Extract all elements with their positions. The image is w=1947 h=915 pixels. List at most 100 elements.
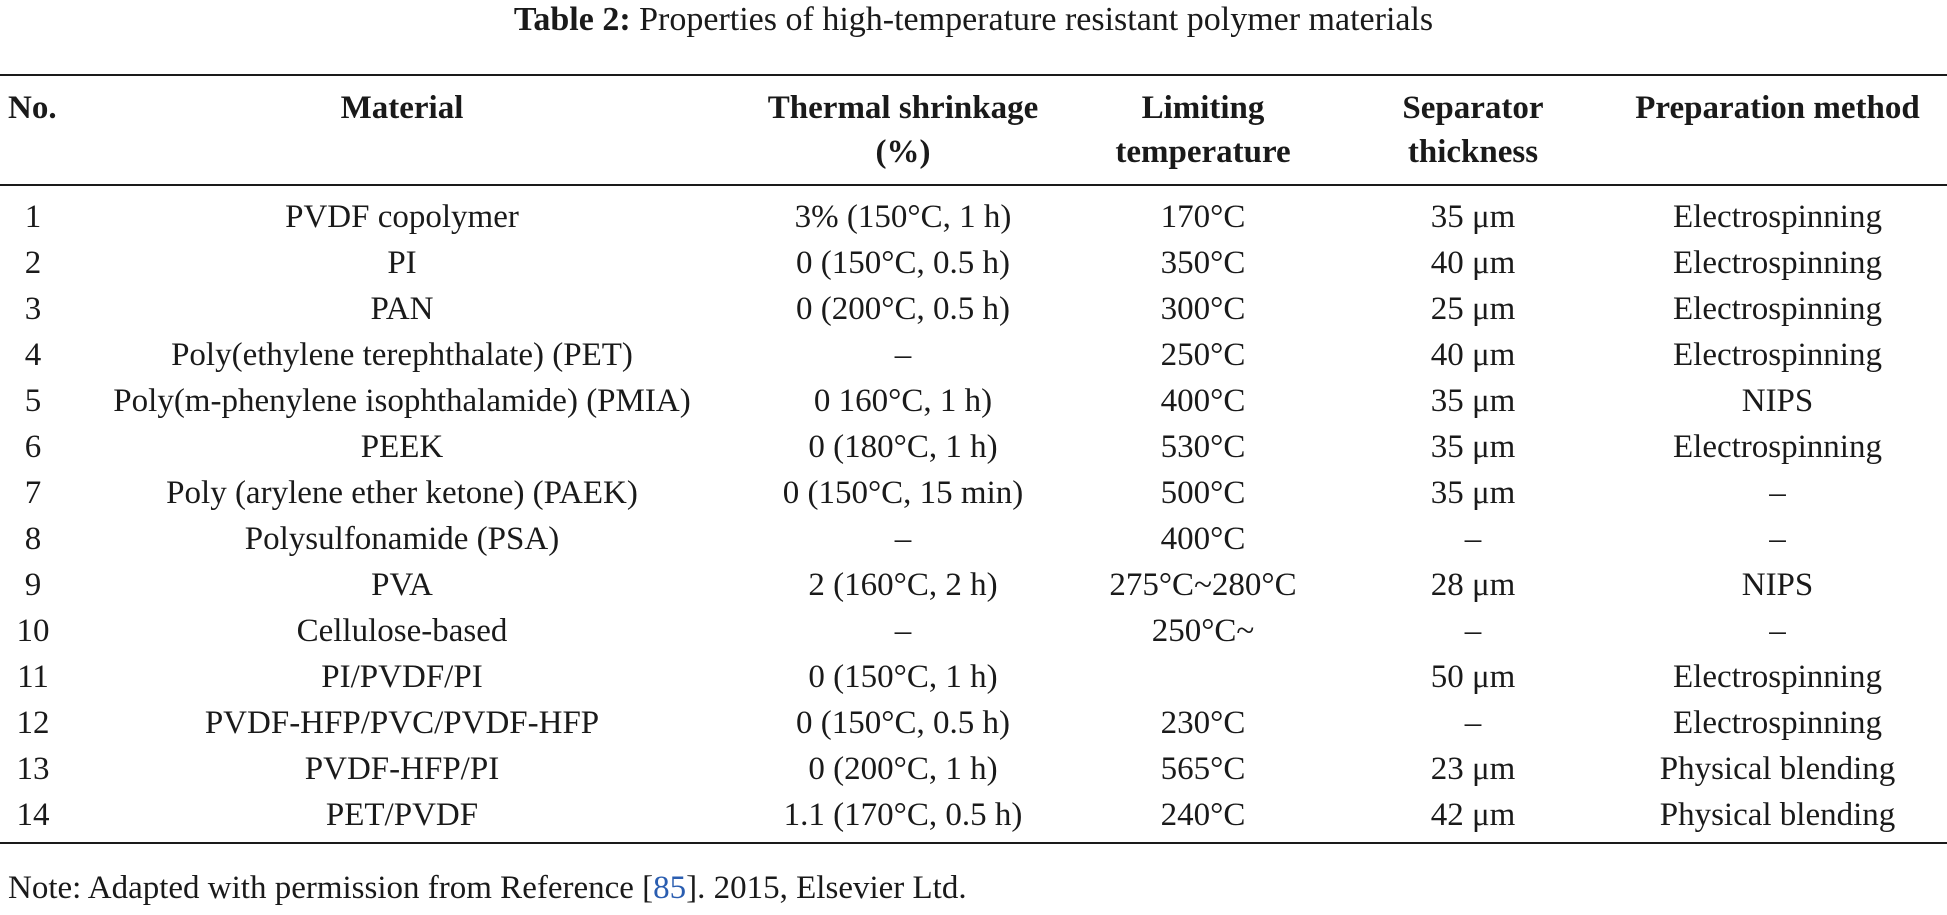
header-thermal-shrinkage: Thermal shrinkage (%) <box>738 75 1068 185</box>
cell-material: Polysulfonamide (PSA) <box>244 521 560 557</box>
note-suffix: ]. 2015, Elsevier Ltd. <box>686 870 967 906</box>
table-row: 14 PET/PVDF 1.1 (170°C, 0.5 h) 240°C 42 … <box>0 792 1947 843</box>
header-shrinkage-line1: Thermal shrinkage <box>767 90 1039 126</box>
properties-table: No. Material Thermal shrinkage (%) Limit… <box>0 74 1947 844</box>
header-no: No. <box>8 90 57 126</box>
table-row: 8 Polysulfonamide (PSA) – 400°C – – <box>0 516 1947 562</box>
cell-material: PVA <box>371 567 433 603</box>
cell-no: 8 <box>24 521 42 557</box>
table-row: 2 PI 0 (150°C, 0.5 h) 350°C 40 μm Electr… <box>0 240 1947 286</box>
table-row: 7 Poly (arylene ether ketone) (PAEK) 0 (… <box>0 470 1947 516</box>
cell-thickness: 25 μm <box>1430 291 1516 327</box>
cell-preparation: Electrospinning <box>1673 291 1882 327</box>
cell-preparation: – <box>1769 521 1786 557</box>
table-body: 1 PVDF copolymer 3% (150°C, 1 h) 170°C 3… <box>0 185 1947 843</box>
cell-thickness: 35 μm <box>1430 199 1516 235</box>
cell-material: PI/PVDF/PI <box>321 659 483 695</box>
cell-preparation: Physical blending <box>1659 797 1896 833</box>
cell-shrinkage: – <box>894 521 912 557</box>
cell-limiting: 230°C <box>1160 705 1246 741</box>
cell-material: Cellulose-based <box>296 613 508 649</box>
cell-material: PVDF-HFP/PI <box>304 751 500 787</box>
cell-limiting: 400°C <box>1160 383 1246 419</box>
cell-preparation: – <box>1769 475 1786 511</box>
header-thickness-line1: Separator <box>1402 90 1544 126</box>
cell-thickness: – <box>1464 613 1482 649</box>
cell-no: 9 <box>24 567 42 603</box>
cell-material: PAN <box>370 291 434 327</box>
cell-thickness: 35 μm <box>1430 383 1516 419</box>
header-limiting-temperature: Limiting temperature <box>1068 75 1338 185</box>
cell-preparation: Electrospinning <box>1673 429 1882 465</box>
cell-material: PEEK <box>360 429 444 465</box>
table-row: 9 PVA 2 (160°C, 2 h) 275°C~280°C 28 μm N… <box>0 562 1947 608</box>
cell-thickness: – <box>1464 705 1482 741</box>
cell-shrinkage: – <box>894 613 912 649</box>
cell-shrinkage: 0 160°C, 1 h) <box>813 383 993 419</box>
reference-link[interactable]: 85 <box>653 870 687 906</box>
caption-text: Properties of high-temperature resistant… <box>639 1 1434 38</box>
table-row: 10 Cellulose-based – 250°C~ – – <box>0 608 1947 654</box>
cell-shrinkage: – <box>894 337 912 373</box>
cell-limiting: 565°C <box>1160 751 1246 787</box>
table-row: 1 PVDF copolymer 3% (150°C, 1 h) 170°C 3… <box>0 185 1947 240</box>
cell-preparation: – <box>1769 613 1786 649</box>
cell-preparation: Electrospinning <box>1673 659 1882 695</box>
table-note: Note: Adapted with permission from Refer… <box>8 868 967 908</box>
cell-shrinkage: 0 (150°C, 0.5 h) <box>796 705 1010 741</box>
cell-thickness: 40 μm <box>1430 337 1516 373</box>
cell-preparation: NIPS <box>1741 383 1814 419</box>
cell-no: 1 <box>24 199 42 235</box>
cell-thickness: 28 μm <box>1430 567 1516 603</box>
cell-material: Poly(ethylene terephthalate) (PET) <box>171 337 633 373</box>
header-row: No. Material Thermal shrinkage (%) Limit… <box>0 75 1947 185</box>
cell-shrinkage: 0 (200°C, 1 h) <box>808 751 998 787</box>
cell-limiting: 400°C <box>1160 521 1246 557</box>
cell-thickness: 42 μm <box>1430 797 1516 833</box>
table-row: 12 PVDF-HFP/PVC/PVDF-HFP 0 (150°C, 0.5 h… <box>0 700 1947 746</box>
cell-preparation: Electrospinning <box>1673 705 1882 741</box>
table-row: 5 Poly(m-phenylene isophthalamide) (PMIA… <box>0 378 1947 424</box>
cell-thickness: 23 μm <box>1430 751 1516 787</box>
cell-preparation: Electrospinning <box>1673 199 1882 235</box>
cell-limiting: 300°C <box>1160 291 1246 327</box>
cell-no: 6 <box>24 429 42 465</box>
cell-preparation: Electrospinning <box>1673 245 1882 281</box>
cell-shrinkage: 0 (150°C, 1 h) <box>808 659 998 695</box>
cell-limiting: 170°C <box>1160 199 1246 235</box>
cell-shrinkage: 0 (200°C, 0.5 h) <box>796 291 1010 327</box>
cell-limiting: 275°C~280°C <box>1109 567 1297 603</box>
header-material: Material <box>340 90 464 126</box>
cell-no: 7 <box>24 475 42 511</box>
cell-no: 2 <box>24 245 42 281</box>
note-prefix: Note: Adapted with permission from Refer… <box>8 870 654 906</box>
cell-thickness: 35 μm <box>1430 475 1516 511</box>
header-thickness-line2: thickness <box>1407 134 1539 170</box>
cell-shrinkage: 2 (160°C, 2 h) <box>808 567 998 603</box>
caption-label: Table 2: <box>513 1 631 38</box>
cell-thickness: 50 μm <box>1430 659 1516 695</box>
cell-thickness: – <box>1464 521 1482 557</box>
cell-preparation: Physical blending <box>1659 751 1896 787</box>
cell-no: 10 <box>16 613 50 649</box>
header-separator-thickness: Separator thickness <box>1338 75 1608 185</box>
cell-shrinkage: 0 (150°C, 15 min) <box>782 475 1024 511</box>
table-row: 4 Poly(ethylene terephthalate) (PET) – 2… <box>0 332 1947 378</box>
cell-no: 13 <box>16 751 50 787</box>
header-shrinkage-line2: (%) <box>875 134 931 170</box>
cell-limiting: 250°C <box>1160 337 1246 373</box>
cell-shrinkage: 1.1 (170°C, 0.5 h) <box>783 797 1023 833</box>
cell-no: 5 <box>24 383 42 419</box>
cell-no: 11 <box>17 659 49 695</box>
cell-material: Poly (arylene ether ketone) (PAEK) <box>166 475 638 511</box>
cell-material: PI <box>387 245 417 281</box>
cell-thickness: 40 μm <box>1430 245 1516 281</box>
cell-material: PVDF-HFP/PVC/PVDF-HFP <box>204 705 600 741</box>
cell-limiting: 250°C~ <box>1151 613 1255 649</box>
cell-shrinkage: 3% (150°C, 1 h) <box>794 199 1012 235</box>
table-row: 11 PI/PVDF/PI 0 (150°C, 1 h) 50 μm Elect… <box>0 654 1947 700</box>
cell-shrinkage: 0 (180°C, 1 h) <box>808 429 998 465</box>
header-limiting-line1: Limiting <box>1141 90 1265 126</box>
cell-material: PVDF copolymer <box>285 199 519 235</box>
